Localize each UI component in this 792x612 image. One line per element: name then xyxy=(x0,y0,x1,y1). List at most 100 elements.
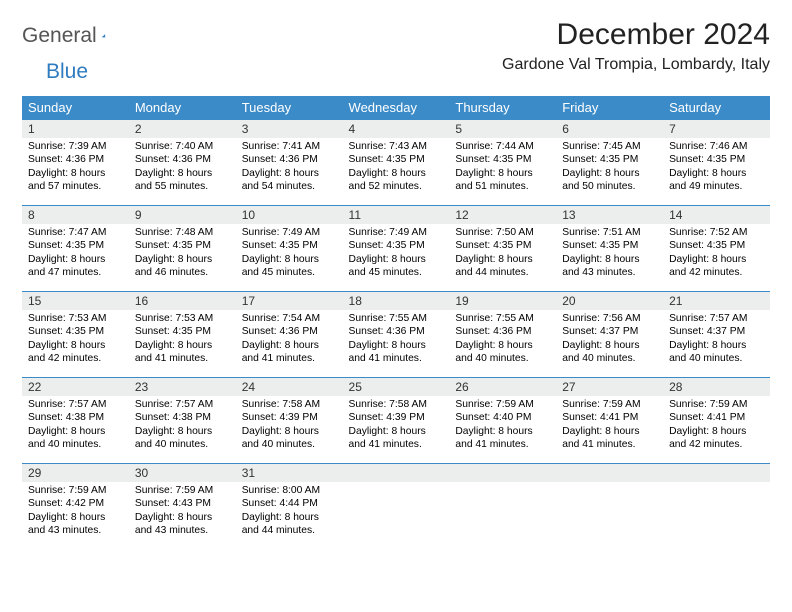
sunrise-line: Sunrise: 7:45 AM xyxy=(562,140,657,153)
day-details: Sunrise: 7:39 AMSunset: 4:36 PMDaylight:… xyxy=(22,138,129,198)
day-details: Sunrise: 8:00 AMSunset: 4:44 PMDaylight:… xyxy=(236,482,343,542)
day-number-empty xyxy=(449,464,556,482)
sunset-line: Sunset: 4:35 PM xyxy=(135,239,230,252)
daylight-line: Daylight: 8 hours and 50 minutes. xyxy=(562,167,657,194)
day-details: Sunrise: 7:49 AMSunset: 4:35 PMDaylight:… xyxy=(343,224,450,284)
day-number: 21 xyxy=(663,292,770,310)
sunrise-line: Sunrise: 7:59 AM xyxy=(135,484,230,497)
day-details: Sunrise: 7:59 AMSunset: 4:42 PMDaylight:… xyxy=(22,482,129,542)
daylight-line: Daylight: 8 hours and 45 minutes. xyxy=(242,253,337,280)
day-details: Sunrise: 7:46 AMSunset: 4:35 PMDaylight:… xyxy=(663,138,770,198)
daylight-line: Daylight: 8 hours and 51 minutes. xyxy=(455,167,550,194)
sunrise-line: Sunrise: 7:46 AM xyxy=(669,140,764,153)
day-details: Sunrise: 7:58 AMSunset: 4:39 PMDaylight:… xyxy=(236,396,343,456)
sunset-line: Sunset: 4:39 PM xyxy=(242,411,337,424)
day-number: 27 xyxy=(556,378,663,396)
sunset-line: Sunset: 4:36 PM xyxy=(28,153,123,166)
day-details: Sunrise: 7:47 AMSunset: 4:35 PMDaylight:… xyxy=(22,224,129,284)
sunrise-line: Sunrise: 7:59 AM xyxy=(455,398,550,411)
calendar-day-cell: 12Sunrise: 7:50 AMSunset: 4:35 PMDayligh… xyxy=(449,206,556,292)
location-subtitle: Gardone Val Trompia, Lombardy, Italy xyxy=(502,56,770,74)
sunset-line: Sunset: 4:35 PM xyxy=(135,325,230,338)
day-details: Sunrise: 7:55 AMSunset: 4:36 PMDaylight:… xyxy=(449,310,556,370)
day-details: Sunrise: 7:59 AMSunset: 4:41 PMDaylight:… xyxy=(556,396,663,456)
logo-text-general: General xyxy=(22,24,97,48)
sunrise-line: Sunrise: 7:47 AM xyxy=(28,226,123,239)
daylight-line: Daylight: 8 hours and 42 minutes. xyxy=(669,253,764,280)
sunrise-line: Sunrise: 7:54 AM xyxy=(242,312,337,325)
calendar-day-cell: 31Sunrise: 8:00 AMSunset: 4:44 PMDayligh… xyxy=(236,464,343,550)
daylight-line: Daylight: 8 hours and 44 minutes. xyxy=(242,511,337,538)
sunset-line: Sunset: 4:36 PM xyxy=(349,325,444,338)
day-details: Sunrise: 7:45 AMSunset: 4:35 PMDaylight:… xyxy=(556,138,663,198)
sunset-line: Sunset: 4:35 PM xyxy=(242,239,337,252)
day-number: 31 xyxy=(236,464,343,482)
sunrise-line: Sunrise: 7:44 AM xyxy=(455,140,550,153)
sunrise-line: Sunrise: 7:48 AM xyxy=(135,226,230,239)
calendar-day-cell: 25Sunrise: 7:58 AMSunset: 4:39 PMDayligh… xyxy=(343,378,450,464)
calendar-day-cell: 4Sunrise: 7:43 AMSunset: 4:35 PMDaylight… xyxy=(343,120,450,206)
weekday-header: Monday xyxy=(129,96,236,120)
daylight-line: Daylight: 8 hours and 42 minutes. xyxy=(669,425,764,452)
sunset-line: Sunset: 4:35 PM xyxy=(562,239,657,252)
day-details: Sunrise: 7:59 AMSunset: 4:40 PMDaylight:… xyxy=(449,396,556,456)
calendar-day-cell: 7Sunrise: 7:46 AMSunset: 4:35 PMDaylight… xyxy=(663,120,770,206)
day-details: Sunrise: 7:55 AMSunset: 4:36 PMDaylight:… xyxy=(343,310,450,370)
daylight-line: Daylight: 8 hours and 40 minutes. xyxy=(562,339,657,366)
calendar-week-row: 29Sunrise: 7:59 AMSunset: 4:42 PMDayligh… xyxy=(22,464,770,550)
day-number: 17 xyxy=(236,292,343,310)
day-number: 3 xyxy=(236,120,343,138)
sunrise-line: Sunrise: 7:57 AM xyxy=(28,398,123,411)
daylight-line: Daylight: 8 hours and 40 minutes. xyxy=(135,425,230,452)
calendar-day-cell xyxy=(663,464,770,550)
day-details: Sunrise: 7:57 AMSunset: 4:38 PMDaylight:… xyxy=(22,396,129,456)
day-number: 23 xyxy=(129,378,236,396)
day-number: 12 xyxy=(449,206,556,224)
sunset-line: Sunset: 4:41 PM xyxy=(669,411,764,424)
sunset-line: Sunset: 4:38 PM xyxy=(135,411,230,424)
day-number: 22 xyxy=(22,378,129,396)
daylight-line: Daylight: 8 hours and 41 minutes. xyxy=(349,339,444,366)
sunset-line: Sunset: 4:36 PM xyxy=(455,325,550,338)
sunrise-line: Sunrise: 7:56 AM xyxy=(562,312,657,325)
day-details: Sunrise: 7:48 AMSunset: 4:35 PMDaylight:… xyxy=(129,224,236,284)
weekday-header: Tuesday xyxy=(236,96,343,120)
calendar-day-cell: 8Sunrise: 7:47 AMSunset: 4:35 PMDaylight… xyxy=(22,206,129,292)
calendar-day-cell: 2Sunrise: 7:40 AMSunset: 4:36 PMDaylight… xyxy=(129,120,236,206)
sunrise-line: Sunrise: 7:51 AM xyxy=(562,226,657,239)
day-details: Sunrise: 7:54 AMSunset: 4:36 PMDaylight:… xyxy=(236,310,343,370)
sunrise-line: Sunrise: 7:40 AM xyxy=(135,140,230,153)
day-details: Sunrise: 7:44 AMSunset: 4:35 PMDaylight:… xyxy=(449,138,556,198)
calendar-day-cell: 5Sunrise: 7:44 AMSunset: 4:35 PMDaylight… xyxy=(449,120,556,206)
calendar-day-cell: 3Sunrise: 7:41 AMSunset: 4:36 PMDaylight… xyxy=(236,120,343,206)
sunrise-line: Sunrise: 7:53 AM xyxy=(28,312,123,325)
daylight-line: Daylight: 8 hours and 55 minutes. xyxy=(135,167,230,194)
sunset-line: Sunset: 4:35 PM xyxy=(349,239,444,252)
sunset-line: Sunset: 4:43 PM xyxy=(135,497,230,510)
sunrise-line: Sunrise: 7:58 AM xyxy=(242,398,337,411)
daylight-line: Daylight: 8 hours and 52 minutes. xyxy=(349,167,444,194)
weekday-header: Sunday xyxy=(22,96,129,120)
sunset-line: Sunset: 4:35 PM xyxy=(455,239,550,252)
calendar-day-cell: 10Sunrise: 7:49 AMSunset: 4:35 PMDayligh… xyxy=(236,206,343,292)
day-details: Sunrise: 7:53 AMSunset: 4:35 PMDaylight:… xyxy=(129,310,236,370)
sunset-line: Sunset: 4:35 PM xyxy=(669,153,764,166)
day-number: 30 xyxy=(129,464,236,482)
calendar-day-cell: 20Sunrise: 7:56 AMSunset: 4:37 PMDayligh… xyxy=(556,292,663,378)
day-number: 18 xyxy=(343,292,450,310)
sunset-line: Sunset: 4:38 PM xyxy=(28,411,123,424)
day-number: 20 xyxy=(556,292,663,310)
day-details: Sunrise: 7:52 AMSunset: 4:35 PMDaylight:… xyxy=(663,224,770,284)
day-number: 16 xyxy=(129,292,236,310)
day-details: Sunrise: 7:50 AMSunset: 4:35 PMDaylight:… xyxy=(449,224,556,284)
weekday-header: Saturday xyxy=(663,96,770,120)
sunset-line: Sunset: 4:35 PM xyxy=(28,325,123,338)
calendar-day-cell: 16Sunrise: 7:53 AMSunset: 4:35 PMDayligh… xyxy=(129,292,236,378)
day-number-empty xyxy=(343,464,450,482)
day-number: 29 xyxy=(22,464,129,482)
calendar-day-cell: 6Sunrise: 7:45 AMSunset: 4:35 PMDaylight… xyxy=(556,120,663,206)
daylight-line: Daylight: 8 hours and 41 minutes. xyxy=(349,425,444,452)
day-details: Sunrise: 7:43 AMSunset: 4:35 PMDaylight:… xyxy=(343,138,450,198)
day-number-empty xyxy=(556,464,663,482)
calendar-day-cell: 26Sunrise: 7:59 AMSunset: 4:40 PMDayligh… xyxy=(449,378,556,464)
